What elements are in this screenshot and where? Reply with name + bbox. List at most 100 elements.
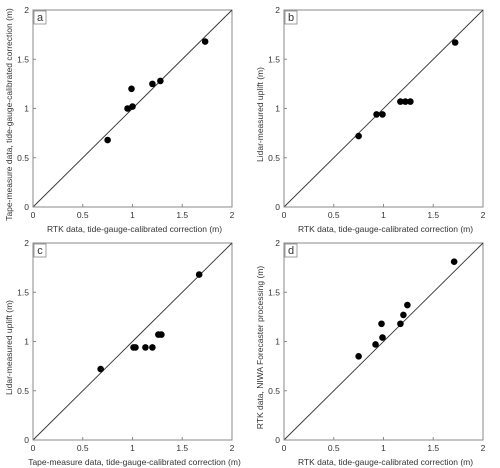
x-tick-label: 0: [31, 210, 36, 220]
x-tick-label: 0: [282, 443, 287, 453]
x-tick-label: 1.5: [427, 443, 439, 453]
y-axis-title: Lidar-measured uplift (m): [255, 67, 265, 162]
data-point: [373, 111, 380, 118]
x-tick-label: 1.5: [176, 443, 188, 453]
panel-letter: c: [37, 245, 43, 257]
data-point: [402, 98, 409, 105]
y-axis-title: RTK data, NIWA Forecaster processing (m): [255, 266, 265, 430]
x-tick-label: 0: [31, 443, 36, 453]
data-point: [142, 344, 149, 351]
x-tick-label: 0.5: [328, 443, 340, 453]
data-point: [372, 341, 379, 348]
data-point: [451, 39, 459, 46]
x-tick-label: 0.5: [77, 443, 89, 453]
panel-letter-box: [33, 243, 47, 258]
panel-c: 0 0.5 1 1.5 2 0 0.5 1 1.5 2 c Tape-measure data, …: [4, 238, 241, 467]
y-tick-label: 2: [24, 5, 29, 15]
y-tick-label: 1.5: [17, 287, 29, 297]
x-tick-label: 1: [381, 210, 386, 220]
x-tick-label: 2: [481, 210, 486, 220]
x-axis-title: RTK data, tide-gauge-calibrated correcti…: [298, 457, 473, 467]
x-tick-label: 1: [130, 443, 135, 453]
one-to-one-line: [283, 242, 484, 441]
y-tick-label: 1.5: [268, 54, 280, 64]
y-tick-label: 0: [275, 202, 280, 212]
data-point: [378, 320, 385, 328]
panel-a: 0 0.5 1 1.5 2 0 0.5 1 1.5 2 a RTK data, tide-gaug…: [4, 5, 235, 234]
y-tick-label: 0.5: [268, 386, 280, 396]
x-tick-label: 1: [381, 443, 386, 453]
data-point: [128, 85, 135, 93]
x-tick-label: 0.5: [328, 210, 340, 220]
y-tick-label: 1: [275, 337, 280, 347]
axis-ticks: 0 0.5 1 1.5 2 0 0.5 1 1.5 2: [268, 5, 485, 220]
data-point: [104, 136, 111, 144]
panel-d: 0 0.5 1 1.5 2 0 0.5 1 1.5 2 d RTK data, tide-gaug…: [255, 238, 486, 467]
y-tick-label: 0.5: [17, 386, 29, 396]
data-point: [397, 98, 404, 105]
y-tick-label: 0: [24, 202, 29, 212]
panel-b: 0 0.5 1 1.5 2 0 0.5 1 1.5 2 b RTK data, tide-gaug…: [255, 5, 486, 234]
y-tick-label: 1: [24, 104, 29, 114]
y-tick-label: 2: [275, 5, 280, 15]
y-axis-title: Lidar-measured uplift (m): [4, 300, 14, 395]
data-point: [132, 344, 139, 351]
x-tick-label: 2: [481, 443, 486, 453]
data-point: [379, 111, 386, 118]
data-point: [450, 258, 458, 266]
y-tick-label: 1: [24, 337, 29, 347]
y-tick-label: 2: [24, 238, 29, 248]
x-tick-label: 2: [230, 210, 235, 220]
data-point: [355, 352, 362, 360]
data-points: [97, 271, 203, 373]
data-point: [379, 334, 386, 341]
axis-ticks: 0 0.5 1 1.5 2 0 0.5 1 1.5 2: [17, 238, 234, 453]
x-tick-label: 1: [130, 210, 135, 220]
one-to-one-line: [283, 9, 484, 208]
panel-letter-box: [284, 243, 298, 258]
y-tick-label: 0: [24, 435, 29, 445]
data-point: [149, 344, 156, 351]
x-tick-label: 0: [282, 210, 287, 220]
axis-ticks: 0 0.5 1 1.5 2 0 0.5 1 1.5 2: [268, 238, 485, 453]
data-point: [404, 301, 411, 309]
x-tick-label: 0.5: [77, 210, 89, 220]
y-axis-title: Tape-measure data, tide-gauge-calibrated…: [4, 8, 14, 221]
data-point: [149, 80, 156, 88]
data-point: [201, 38, 209, 45]
data-points: [104, 38, 209, 144]
data-point: [129, 103, 136, 110]
data-point: [397, 320, 404, 328]
one-to-one-line: [32, 242, 233, 441]
y-tick-label: 0.5: [17, 153, 29, 163]
y-tick-label: 0.5: [268, 153, 280, 163]
data-point: [195, 271, 203, 278]
data-point: [97, 365, 104, 373]
y-tick-label: 1.5: [17, 54, 29, 64]
panel-letter: d: [288, 245, 294, 257]
x-axis-title: Tape-measure data, tide-gauge-calibrated…: [28, 457, 241, 467]
axis-ticks: 0 0.5 1 1.5 2 0 0.5 1 1.5 2: [17, 5, 234, 220]
data-point: [355, 132, 362, 140]
data-point: [407, 98, 414, 105]
data-point: [158, 331, 165, 338]
x-tick-label: 1.5: [427, 210, 439, 220]
x-tick-label: 1.5: [176, 210, 188, 220]
panel-letter-box: [284, 10, 298, 25]
panel-letter-box: [33, 10, 47, 25]
y-tick-label: 0: [275, 435, 280, 445]
x-axis-title: RTK data, tide-gauge-calibrated correcti…: [298, 224, 473, 234]
panel-letter: b: [288, 12, 294, 24]
data-point: [400, 311, 407, 319]
data-point: [157, 77, 164, 85]
data-points: [355, 258, 458, 360]
data-point: [124, 105, 131, 112]
x-axis-title: RTK data, tide-gauge-calibrated correcti…: [47, 224, 222, 234]
y-tick-label: 1.5: [268, 287, 280, 297]
panel-letter: a: [37, 12, 44, 24]
x-tick-label: 2: [230, 443, 235, 453]
data-points: [355, 39, 459, 140]
y-tick-label: 1: [275, 104, 280, 114]
y-tick-label: 2: [275, 238, 280, 248]
